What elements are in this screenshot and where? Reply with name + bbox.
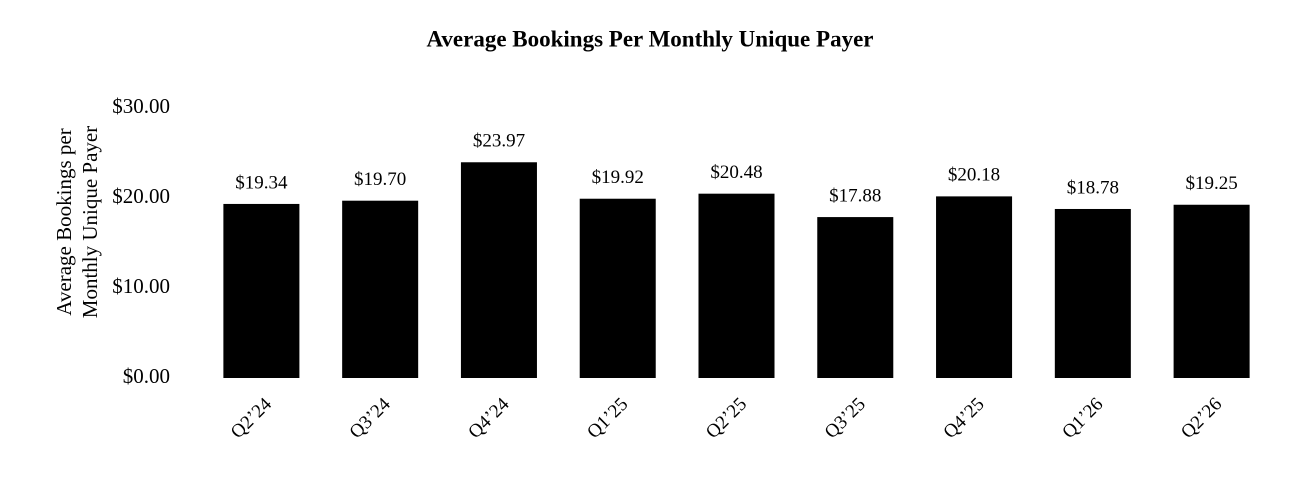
bar (579, 198, 656, 378)
x-tick-label: Q4’24 (464, 393, 514, 443)
value-label: $20.18 (948, 165, 1000, 186)
x-tick-label: Q1’25 (583, 394, 632, 443)
bar (1054, 208, 1131, 378)
value-label: $19.34 (235, 172, 288, 193)
x-tick-label: Q2’25 (702, 394, 751, 443)
value-label: $19.92 (592, 167, 644, 188)
y-tick-label: $0.00 (123, 364, 170, 388)
y-tick-label: $30.00 (112, 94, 170, 118)
value-label: $20.48 (710, 162, 762, 183)
chart-title: Average Bookings Per Monthly Unique Paye… (427, 26, 874, 51)
bar (223, 203, 300, 378)
y-tick-label: $20.00 (112, 184, 170, 208)
x-tick-label: Q4’25 (939, 394, 988, 443)
bar (1173, 204, 1250, 378)
value-label: $19.25 (1185, 173, 1237, 194)
x-tick-label: Q2’26 (1177, 394, 1226, 443)
bar (342, 200, 419, 378)
bar (936, 196, 1013, 378)
y-tick-label: $10.00 (112, 274, 170, 298)
x-tick-label: Q3’25 (821, 394, 870, 443)
value-label: $23.97 (473, 131, 525, 152)
y-axis-label-line: Average Bookings per (52, 128, 76, 315)
bar (698, 193, 775, 378)
value-label: $19.70 (354, 169, 406, 190)
y-axis-label-line: Monthly Unique Payer (78, 126, 102, 318)
value-label: $18.78 (1067, 177, 1119, 198)
value-label: $17.88 (829, 185, 881, 206)
bar (817, 217, 894, 378)
x-tick-label: Q3’24 (346, 393, 396, 443)
bar (460, 162, 537, 378)
x-tick-label: Q2’24 (227, 393, 277, 443)
y-axis-label: Average Bookings per Monthly Unique Paye… (52, 126, 102, 318)
x-tick-label: Q1’26 (1058, 394, 1107, 443)
